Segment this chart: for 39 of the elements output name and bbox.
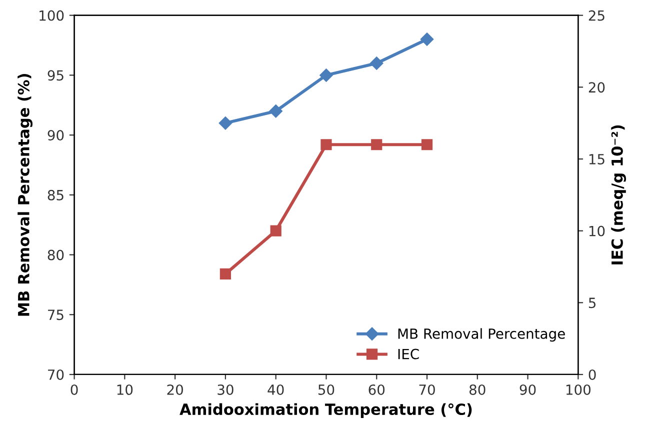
x-tick-label: 50 (318, 384, 334, 395)
x-tick-label: 90 (520, 384, 536, 395)
y2-tick-label: 25 (588, 10, 604, 21)
x-tick-label: 20 (167, 384, 183, 395)
y2-axis-title: IEC (meq/g 10⁻²) (611, 125, 626, 264)
y2-tick-label: 20 (588, 82, 605, 93)
y-tick-label: 85 (48, 190, 64, 200)
point (269, 104, 282, 118)
x-tick-label: 60 (368, 384, 385, 395)
x-tick-label: 0 (70, 384, 78, 395)
point (320, 68, 333, 82)
x-tick-label: 10 (117, 384, 133, 395)
y-axis-title: MB Removal Percentage (%) (18, 74, 32, 316)
x-tick-label: 80 (470, 384, 486, 395)
point (218, 116, 232, 130)
point (421, 139, 433, 150)
point (220, 268, 232, 280)
y-tick-label: 70 (48, 369, 64, 380)
legend-label: MB Removal Percentage (398, 328, 565, 342)
point (320, 139, 332, 150)
point (420, 32, 434, 46)
y-tick-label: 100 (40, 10, 64, 21)
legend-label: IEC (398, 348, 419, 360)
x-tick-label: 70 (419, 384, 435, 395)
point (370, 56, 384, 70)
y2-tick-label: 0 (588, 369, 596, 380)
y-tick-label: 90 (48, 130, 64, 141)
x-tick-label: 100 (566, 384, 590, 395)
point (371, 139, 382, 150)
y2-tick-label: 10 (589, 226, 605, 236)
y-tick-label: 95 (48, 70, 64, 81)
x-tick-label: 30 (218, 384, 234, 395)
point (270, 225, 282, 236)
y2-tick-label: 5 (588, 298, 596, 308)
y2-tick-label: 15 (589, 154, 604, 164)
x-axis-title: Amidooximation Temperature (°C) (180, 403, 472, 418)
y-tick-label: 75 (48, 310, 64, 320)
y-tick-label: 80 (48, 250, 64, 260)
x-tick-label: 40 (268, 384, 284, 395)
